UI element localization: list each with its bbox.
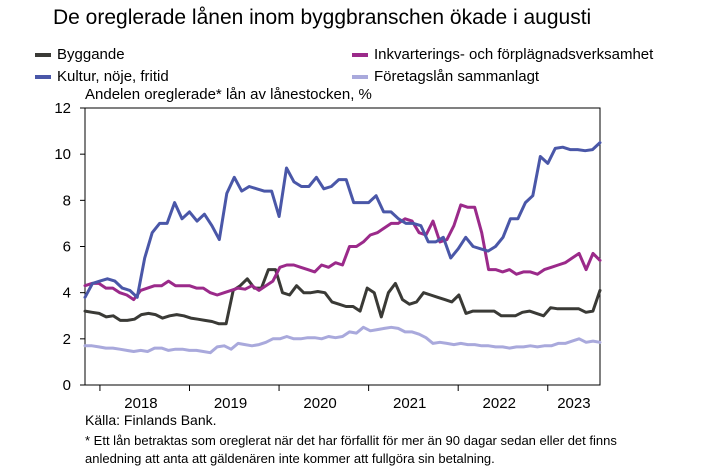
legend-swatch-kultur bbox=[35, 74, 51, 79]
y-tick-label: 12 bbox=[54, 100, 71, 117]
legend-item-foretagslan: Företagslån sammanlagt bbox=[352, 68, 539, 85]
legend-label-foretagslan: Företagslån sammanlagt bbox=[374, 68, 540, 85]
series-line-2 bbox=[83, 141, 602, 299]
x-tick-label: 2021 bbox=[393, 395, 426, 412]
plot-frame bbox=[84, 107, 601, 386]
legend-item-kultur: Kultur, nöje, fritid bbox=[35, 68, 169, 85]
y-tick-label: 2 bbox=[63, 331, 71, 348]
y-tick-label: 0 bbox=[63, 377, 71, 394]
y-tick-label: 10 bbox=[54, 146, 71, 163]
chart-title: De oreglerade lånen inom byggbranschen ö… bbox=[53, 6, 592, 29]
legend-swatch-foretagslan bbox=[352, 74, 368, 79]
legend-swatch-byggande bbox=[35, 52, 51, 57]
y-tick-label: 4 bbox=[63, 285, 71, 302]
y-axis-label: Andelen oreglerade* lån av lånestocken, … bbox=[85, 86, 372, 103]
series-line-1 bbox=[83, 203, 602, 302]
legend-label-kultur: Kultur, nöje, fritid bbox=[57, 68, 169, 85]
y-tick-label: 6 bbox=[63, 239, 71, 256]
legend-swatch-inkvartering bbox=[352, 52, 368, 57]
legend-label-byggande: Byggande bbox=[57, 46, 125, 63]
legend-label-inkvartering: Inkvarterings- och förplägnadsverksamhet bbox=[374, 46, 654, 63]
series-line-3 bbox=[83, 325, 602, 355]
x-tick-label: 2019 bbox=[214, 395, 247, 412]
x-tick-label: 2022 bbox=[483, 395, 516, 412]
x-tick-label: 2023 bbox=[557, 395, 590, 412]
x-tick-label: 2018 bbox=[124, 395, 157, 412]
series-line-0 bbox=[83, 268, 602, 326]
source-note: Källa: Finlands Bank. bbox=[85, 412, 217, 428]
x-tick-label: 2020 bbox=[303, 395, 336, 412]
legend-item-byggande: Byggande bbox=[35, 46, 125, 63]
footnote: * Ett lån betraktas som oreglerat när de… bbox=[85, 433, 617, 466]
y-tick-label: 8 bbox=[63, 192, 71, 209]
legend-item-inkvartering: Inkvarterings- och förplägnadsverksamhet bbox=[352, 46, 653, 63]
